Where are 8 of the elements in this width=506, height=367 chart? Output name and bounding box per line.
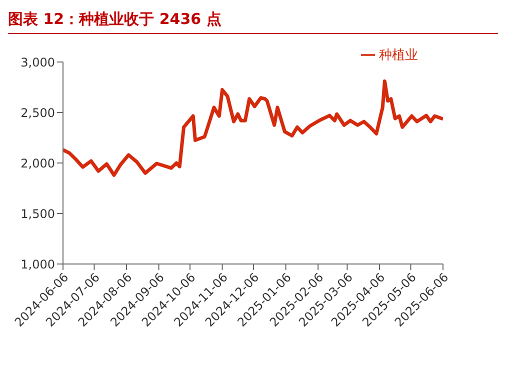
- y-tick-label: 2,500: [20, 106, 55, 120]
- chart-title: 图表 12：种植业收于 2436 点: [8, 8, 498, 34]
- line-series: [63, 79, 443, 177]
- y-tick-label: 3,000: [20, 55, 55, 70]
- legend-label: 种植业: [379, 48, 418, 63]
- y-tick-label: 1,500: [20, 206, 55, 221]
- y-tick-label: 1,000: [20, 257, 55, 272]
- y-tick-label: 2,000: [20, 156, 55, 170]
